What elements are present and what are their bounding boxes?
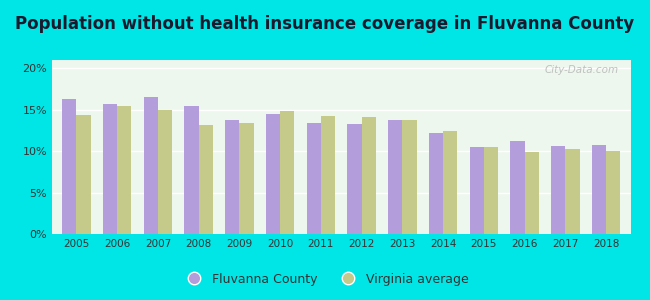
Bar (239, 123, 254, 234)
Bar (307, 123, 321, 234)
Bar (361, 117, 376, 234)
Bar (117, 106, 131, 234)
Text: City-Data.com: City-Data.com (545, 65, 619, 75)
Bar (429, 133, 443, 234)
Bar (606, 151, 620, 234)
Bar (199, 125, 213, 234)
Bar (443, 131, 458, 234)
Bar (592, 145, 606, 234)
Bar (510, 141, 525, 234)
Bar (225, 120, 239, 234)
Bar (388, 121, 402, 234)
Bar (62, 99, 77, 234)
Bar (280, 111, 294, 234)
Bar (103, 104, 117, 234)
Bar (158, 110, 172, 234)
Legend: Fluvanna County, Virginia average: Fluvanna County, Virginia average (177, 268, 473, 291)
Bar (484, 147, 498, 234)
Bar (144, 97, 158, 234)
Bar (185, 106, 199, 234)
Bar (266, 114, 280, 234)
Bar (551, 146, 566, 234)
Bar (525, 152, 539, 234)
Bar (347, 124, 361, 234)
Text: Population without health insurance coverage in Fluvanna County: Population without health insurance cove… (16, 15, 634, 33)
Bar (402, 120, 417, 234)
Bar (321, 116, 335, 234)
Bar (77, 115, 91, 234)
Bar (566, 149, 580, 234)
Bar (469, 147, 484, 234)
